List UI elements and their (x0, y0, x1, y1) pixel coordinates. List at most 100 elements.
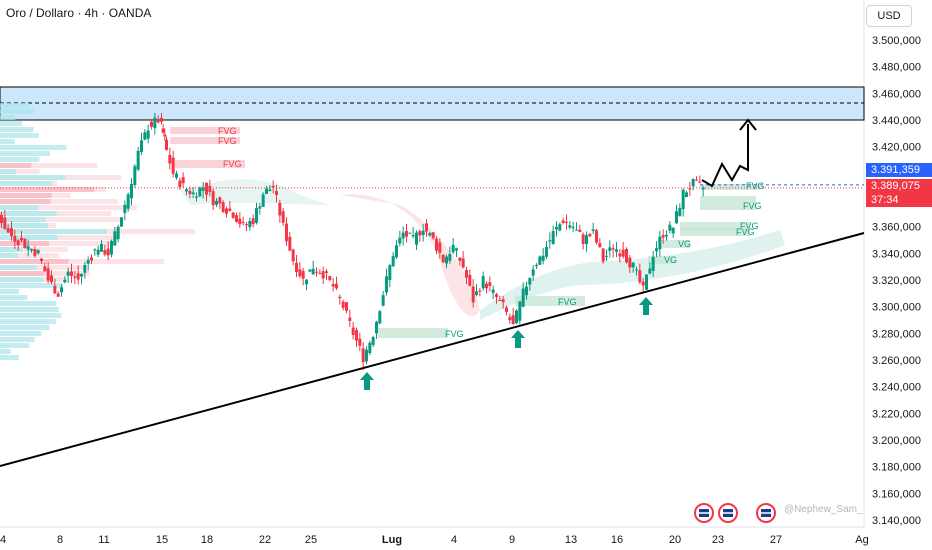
candle-body (405, 230, 408, 237)
candle-body (228, 208, 232, 211)
candle-body (258, 206, 262, 209)
candle (411, 227, 415, 239)
cloud-green (480, 230, 785, 320)
candle-body (66, 271, 70, 276)
candle (665, 230, 668, 241)
candle-body (618, 253, 622, 257)
candle (23, 238, 27, 249)
candle-body (40, 258, 43, 261)
candle (33, 246, 37, 258)
candle (431, 232, 435, 240)
candle-body (631, 262, 635, 268)
candle-body (211, 191, 215, 206)
projection-arrow (701, 124, 749, 188)
candle-body (195, 196, 198, 198)
volume-bar (0, 229, 107, 234)
candle (475, 284, 478, 297)
candle (355, 327, 358, 348)
candle (441, 253, 445, 264)
candle-body (588, 233, 592, 237)
candle (361, 342, 365, 371)
candle (116, 224, 120, 243)
y-tick-label: 3.140,000 (872, 515, 921, 527)
volume-bar (36, 265, 87, 270)
candle (281, 207, 285, 226)
flag-icon (694, 503, 714, 523)
candle (231, 211, 235, 219)
fvg-zone-bullish (660, 240, 690, 248)
candle-body (651, 256, 655, 271)
candle (215, 197, 218, 208)
candle-body (103, 250, 107, 255)
fvg-label: FVG (746, 181, 765, 191)
candle-body (188, 190, 192, 194)
candle (565, 214, 568, 230)
candle (153, 112, 157, 135)
candle-body (441, 254, 445, 263)
volume-bar (0, 253, 19, 258)
support-trendline (0, 232, 865, 467)
candle (655, 241, 658, 258)
volume-bar (16, 169, 40, 174)
candle-body (568, 225, 572, 228)
candle (20, 230, 23, 243)
candle-body (528, 277, 532, 285)
candle-body (505, 307, 508, 313)
candle-body (701, 187, 705, 190)
candle (388, 264, 392, 288)
candle-body (146, 130, 150, 139)
candle-body (431, 232, 435, 239)
volume-bar (0, 319, 56, 324)
candle (40, 257, 43, 265)
y-tick-label: 3.460,000 (872, 88, 921, 100)
candle (133, 164, 137, 188)
candle (73, 270, 77, 285)
candle (505, 305, 508, 316)
volume-bar (0, 151, 50, 156)
candle-body (53, 285, 57, 294)
candle (150, 118, 153, 130)
cloud-red (340, 194, 480, 317)
candle (488, 276, 492, 292)
x-tick-label: 11 (98, 534, 109, 546)
candle-body (63, 279, 67, 283)
candle (631, 262, 635, 273)
candle-body (698, 181, 702, 183)
support-arrow (639, 297, 653, 315)
candle (120, 217, 123, 228)
candle (50, 270, 53, 285)
currency-button[interactable]: USD (866, 5, 912, 27)
candle-body (241, 222, 245, 224)
candle (531, 265, 535, 282)
candle-body (551, 231, 555, 245)
candle-body (291, 249, 295, 262)
candle (461, 251, 465, 269)
candle (136, 146, 140, 172)
candle (198, 186, 202, 198)
candle (668, 221, 672, 234)
candle (675, 204, 678, 224)
candle (16, 239, 20, 251)
candle-body (171, 157, 175, 174)
candle-body (438, 242, 442, 253)
volume-bar (0, 211, 57, 216)
candle-body (83, 265, 87, 273)
candle (548, 232, 552, 249)
candle (86, 256, 90, 271)
candle (140, 132, 143, 156)
y-tick-label: 3.420,000 (872, 142, 921, 154)
candle (651, 250, 655, 277)
symbol-title[interactable]: Oro / Dollaro · 4h · OANDA (6, 6, 152, 20)
candle (268, 185, 272, 192)
candle (435, 236, 438, 255)
candle (325, 268, 328, 281)
countdown-value: 37:34 (871, 194, 899, 206)
volume-bar (0, 103, 29, 108)
cloud-green (180, 179, 330, 205)
candle (421, 223, 425, 242)
volume-bar (56, 211, 112, 216)
candle (471, 278, 475, 308)
candle (76, 265, 80, 285)
candle (585, 231, 588, 252)
